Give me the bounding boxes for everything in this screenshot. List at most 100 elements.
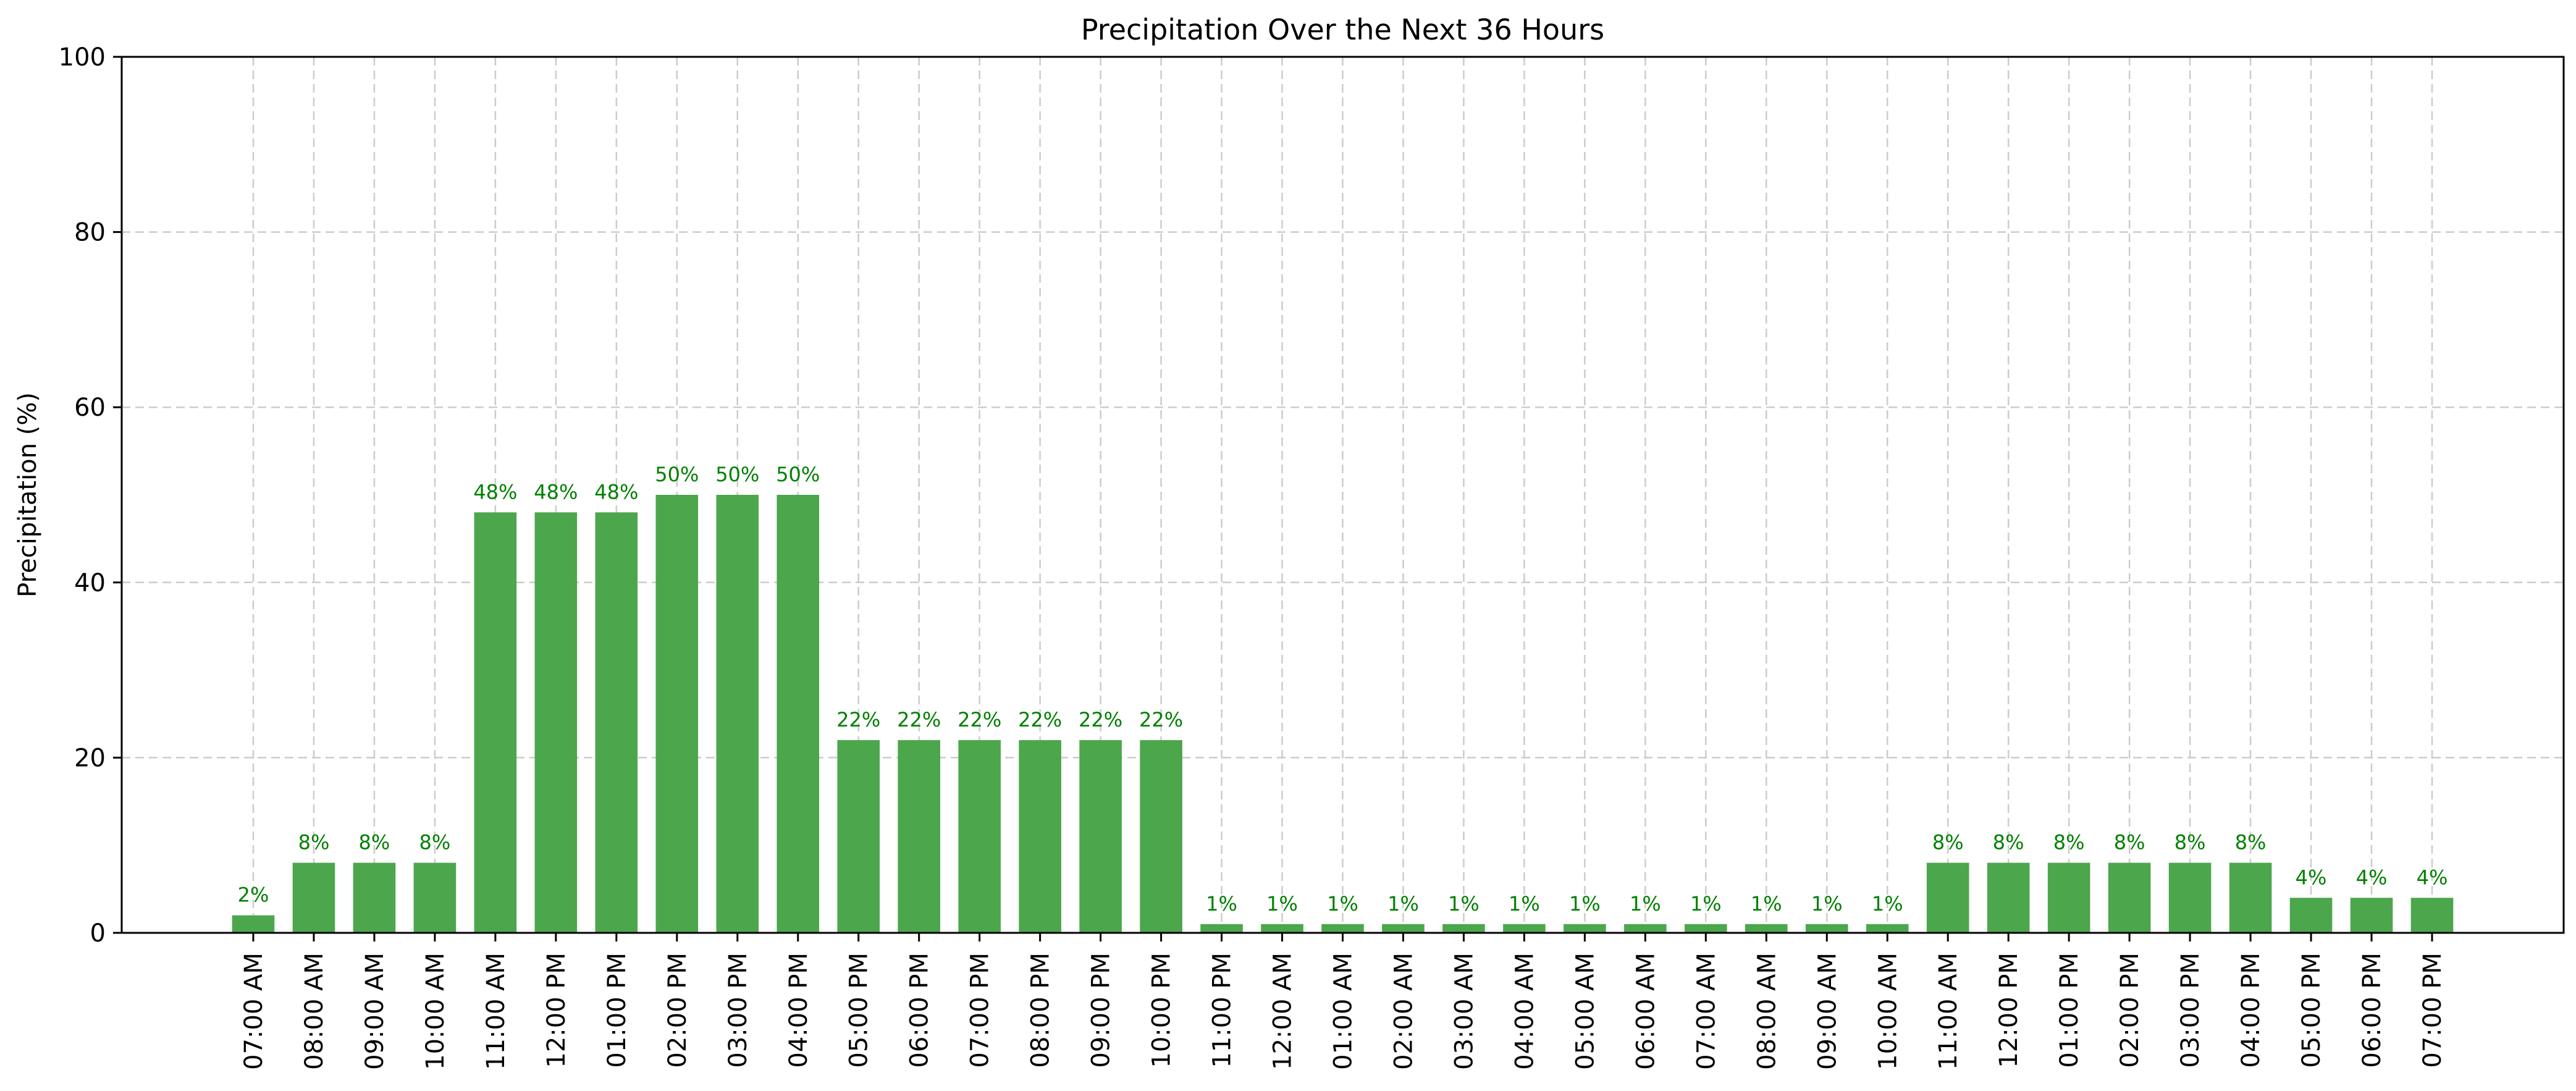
x-tick-label: 11:00 AM [482,953,510,1070]
bar [1926,862,1969,933]
x-tick-label: 07:00 AM [240,953,268,1070]
bar-value-label: 22% [1018,708,1062,731]
bar [1261,924,1303,933]
bar [474,512,517,933]
bar-value-label: 8% [359,831,390,854]
bar-value-label: 50% [655,463,699,486]
x-tick-label: 01:00 PM [2055,953,2084,1068]
bar-value-label: 22% [836,708,880,731]
bar [837,740,880,933]
x-axis-ticks: 07:00 AM 08:00 AM 09:00 AM 10:00 AM 11:00 AM… [240,933,2447,1070]
x-tick-label: 04:00 PM [2237,953,2265,1068]
bar [1503,924,1546,933]
y-axis-ticks: 0 20 40 60 80 100 [59,43,122,948]
bar-value-label: 1% [1872,892,1903,916]
x-tick-label: 10:00 AM [421,953,450,1070]
bar-value-label: 50% [715,463,759,486]
bar [1382,924,1425,933]
bar [1564,924,1606,933]
bar [1442,924,1485,933]
x-tick-label: 01:00 AM [1329,953,1358,1070]
bar [1321,924,1364,933]
bar-value-label: 4% [2417,866,2448,889]
bar-value-label: 22% [1139,708,1183,731]
bar-value-label: 8% [2053,831,2085,854]
bar [2168,862,2212,933]
bar [1019,740,1061,933]
bar-value-label: 2% [238,883,269,907]
x-tick-label: 04:00 PM [785,953,813,1068]
bar [898,740,940,933]
x-tick-label: 12:00 PM [542,953,571,1068]
x-tick-label: 08:00 AM [1753,953,1781,1070]
bar [2108,862,2151,933]
bar-value-label: 1% [1387,892,1419,916]
x-tick-label: 11:00 AM [1934,953,1963,1070]
x-tick-label: 12:00 AM [1269,953,1297,1070]
bar-value-label: 50% [776,463,820,486]
x-tick-label: 05:00 AM [1571,953,1599,1070]
bars [232,495,2454,933]
bar-value-label: 1% [1811,892,1843,916]
bar [1805,924,1848,933]
bar [958,740,1001,933]
bar [1685,924,1727,933]
x-tick-label: 07:00 PM [2418,953,2447,1068]
y-tick-label: 20 [74,744,106,772]
bar-value-label: 22% [897,708,941,731]
x-tick-label: 03:00 AM [1450,953,1478,1070]
bar [2410,898,2454,933]
x-tick-label: 09:00 PM [1087,953,1116,1068]
bar [413,862,457,933]
bar-value-label: 8% [1932,831,1964,854]
x-tick-label: 08:00 PM [1027,953,1055,1068]
x-tick-label: 06:00 PM [2358,953,2386,1068]
bar [1745,924,1788,933]
bar-value-label: 22% [958,708,1001,731]
bar [2047,862,2090,933]
bar [353,862,396,933]
x-tick-label: 02:00 PM [2116,953,2144,1068]
bar-value-label: 48% [594,480,638,503]
x-tick-label: 12:00 PM [1995,953,2023,1068]
bar-value-label: 8% [2235,831,2267,854]
bar-value-label: 8% [1993,831,2024,854]
x-tick-label: 11:00 PM [1208,953,1237,1068]
bar [716,495,759,933]
bar-value-label: 4% [2296,866,2327,889]
x-tick-label: 05:00 PM [845,953,873,1068]
bar-value-label: 22% [1079,708,1122,731]
x-tick-label: 07:00 PM [966,953,995,1068]
y-tick-label: 0 [90,919,106,948]
y-tick-label: 60 [74,394,106,422]
bar [777,495,820,933]
bar-value-label: 1% [1690,892,1722,916]
bar [1624,924,1667,933]
grid [122,57,2564,933]
bar [232,915,275,933]
bar [2289,898,2333,933]
x-tick-label: 04:00 AM [1510,953,1539,1070]
bar [1140,740,1182,933]
bar [292,862,335,933]
x-tick-label: 10:00 AM [1874,953,1902,1070]
x-tick-label: 09:00 AM [361,953,389,1070]
bar-value-label: 1% [1327,892,1358,916]
x-tick-label: 07:00 AM [1692,953,1720,1070]
bar [2350,898,2393,933]
bar-value-label: 8% [298,831,330,854]
bar-value-label: 1% [1266,892,1298,916]
x-tick-label: 09:00 AM [1813,953,1842,1070]
x-tick-label: 01:00 PM [603,953,631,1068]
x-tick-label: 08:00 AM [300,953,329,1070]
bar [1987,862,2030,933]
x-tick-label: 10:00 PM [1148,953,1176,1068]
bar [2229,862,2272,933]
y-tick-label: 100 [59,43,106,72]
x-tick-label: 06:00 PM [906,953,934,1068]
bar-value-label: 1% [1630,892,1661,916]
x-tick-label: 06:00 AM [1631,953,1660,1070]
x-tick-label: 02:00 AM [1389,953,1418,1070]
